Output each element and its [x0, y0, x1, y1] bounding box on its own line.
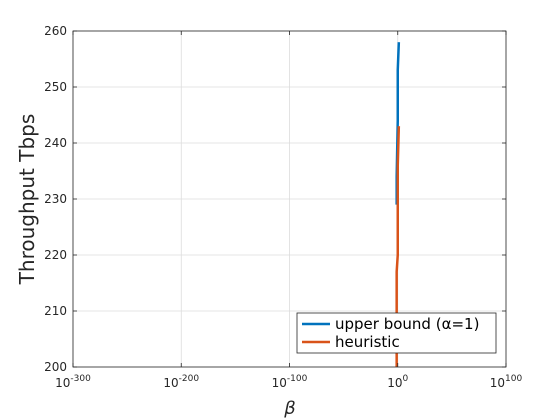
- x-tick-label: 10-100: [272, 374, 308, 390]
- series-line-heuristic: [395, 126, 401, 367]
- x-tick-labels: 10-300 10-200 10-100 100 10100: [55, 374, 522, 390]
- x-tick-label: 10-200: [163, 374, 199, 390]
- y-tick-label: 260: [44, 24, 67, 38]
- grid: [72, 30, 507, 368]
- x-tick-label: 10100: [490, 374, 523, 390]
- y-tick-label: 230: [44, 192, 67, 206]
- x-axis-label: β: [283, 398, 296, 419]
- axis-ticks: [72, 30, 507, 368]
- legend: upper bound (α=1) heuristic: [296, 312, 497, 354]
- y-tick-labels: 200 210 220 230 240 250 260: [44, 24, 67, 374]
- y-tick-label: 200: [44, 360, 67, 374]
- legend-label-heuristic: heuristic: [335, 333, 400, 351]
- y-axis-label: Throughput Tbps: [15, 114, 39, 286]
- x-tick-label: 10-300: [55, 374, 91, 390]
- y-tick-label: 240: [44, 136, 67, 150]
- legend-label-upper-bound: upper bound (α=1): [335, 315, 479, 333]
- legend-box: [296, 312, 497, 354]
- y-tick-label: 220: [44, 248, 67, 262]
- x-tick-label: 100: [387, 374, 408, 390]
- y-tick-label: 210: [44, 304, 67, 318]
- series-lines: [395, 42, 401, 367]
- y-tick-label: 250: [44, 80, 67, 94]
